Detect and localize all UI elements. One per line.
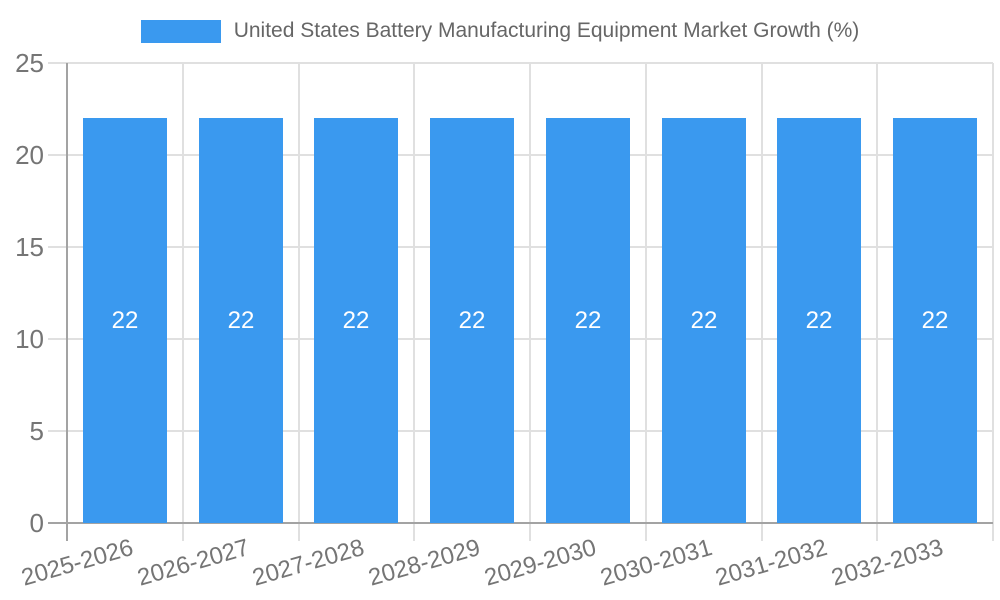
x-tick-label: 2027-2028 <box>249 534 368 592</box>
bar-value-label: 22 <box>111 307 139 334</box>
y-tick-label: 10 <box>15 324 44 354</box>
v-gridline <box>992 63 994 541</box>
chart-legend[interactable]: United States Battery Manufacturing Equi… <box>0 19 1000 43</box>
v-gridline <box>181 63 184 541</box>
bar-value-label: 22 <box>805 307 833 334</box>
bar <box>199 118 283 523</box>
x-tick-label: 2031-2032 <box>712 534 831 592</box>
v-gridline <box>297 63 300 541</box>
bar <box>546 118 630 523</box>
y-axis-line <box>66 63 68 541</box>
legend-color-swatch <box>140 19 221 43</box>
x-tick-label: 2025-2026 <box>18 534 137 592</box>
v-gridline <box>413 63 416 541</box>
bar <box>83 118 167 523</box>
bar-value-label: 22 <box>458 307 486 334</box>
bar-value-label: 22 <box>342 307 370 334</box>
bar <box>430 118 514 523</box>
h-gridline <box>48 62 993 64</box>
y-tick-label: 15 <box>15 232 44 262</box>
bar <box>893 118 977 523</box>
bar-value-label: 22 <box>574 307 602 334</box>
chart-title: United States Battery Manufacturing Equi… <box>233 19 860 42</box>
x-tick-label: 2030-2031 <box>597 534 716 592</box>
bar <box>662 118 746 523</box>
x-tick-label: 2032-2033 <box>828 534 947 592</box>
bar <box>777 118 861 523</box>
x-axis-line <box>48 522 993 524</box>
h-gridline <box>48 246 993 248</box>
bar <box>314 118 398 523</box>
y-tick-label: 20 <box>15 140 44 170</box>
y-tick-label: 0 <box>29 508 44 538</box>
h-gridline <box>48 430 993 432</box>
x-tick-label: 2028-2029 <box>365 534 484 592</box>
x-tick-label: 2029-2030 <box>481 534 600 592</box>
y-tick-label: 5 <box>29 416 44 446</box>
bar-value-label: 22 <box>690 307 718 334</box>
y-tick-label: 25 <box>15 48 44 78</box>
v-gridline <box>876 63 879 541</box>
v-gridline <box>644 63 647 541</box>
x-tick-label: 2026-2027 <box>134 534 253 592</box>
v-gridline <box>760 63 763 541</box>
v-gridline <box>529 63 531 541</box>
bar-value-label: 22 <box>921 307 949 334</box>
bar-value-label: 22 <box>227 307 255 334</box>
h-gridline <box>48 154 993 156</box>
h-gridline <box>48 338 993 340</box>
